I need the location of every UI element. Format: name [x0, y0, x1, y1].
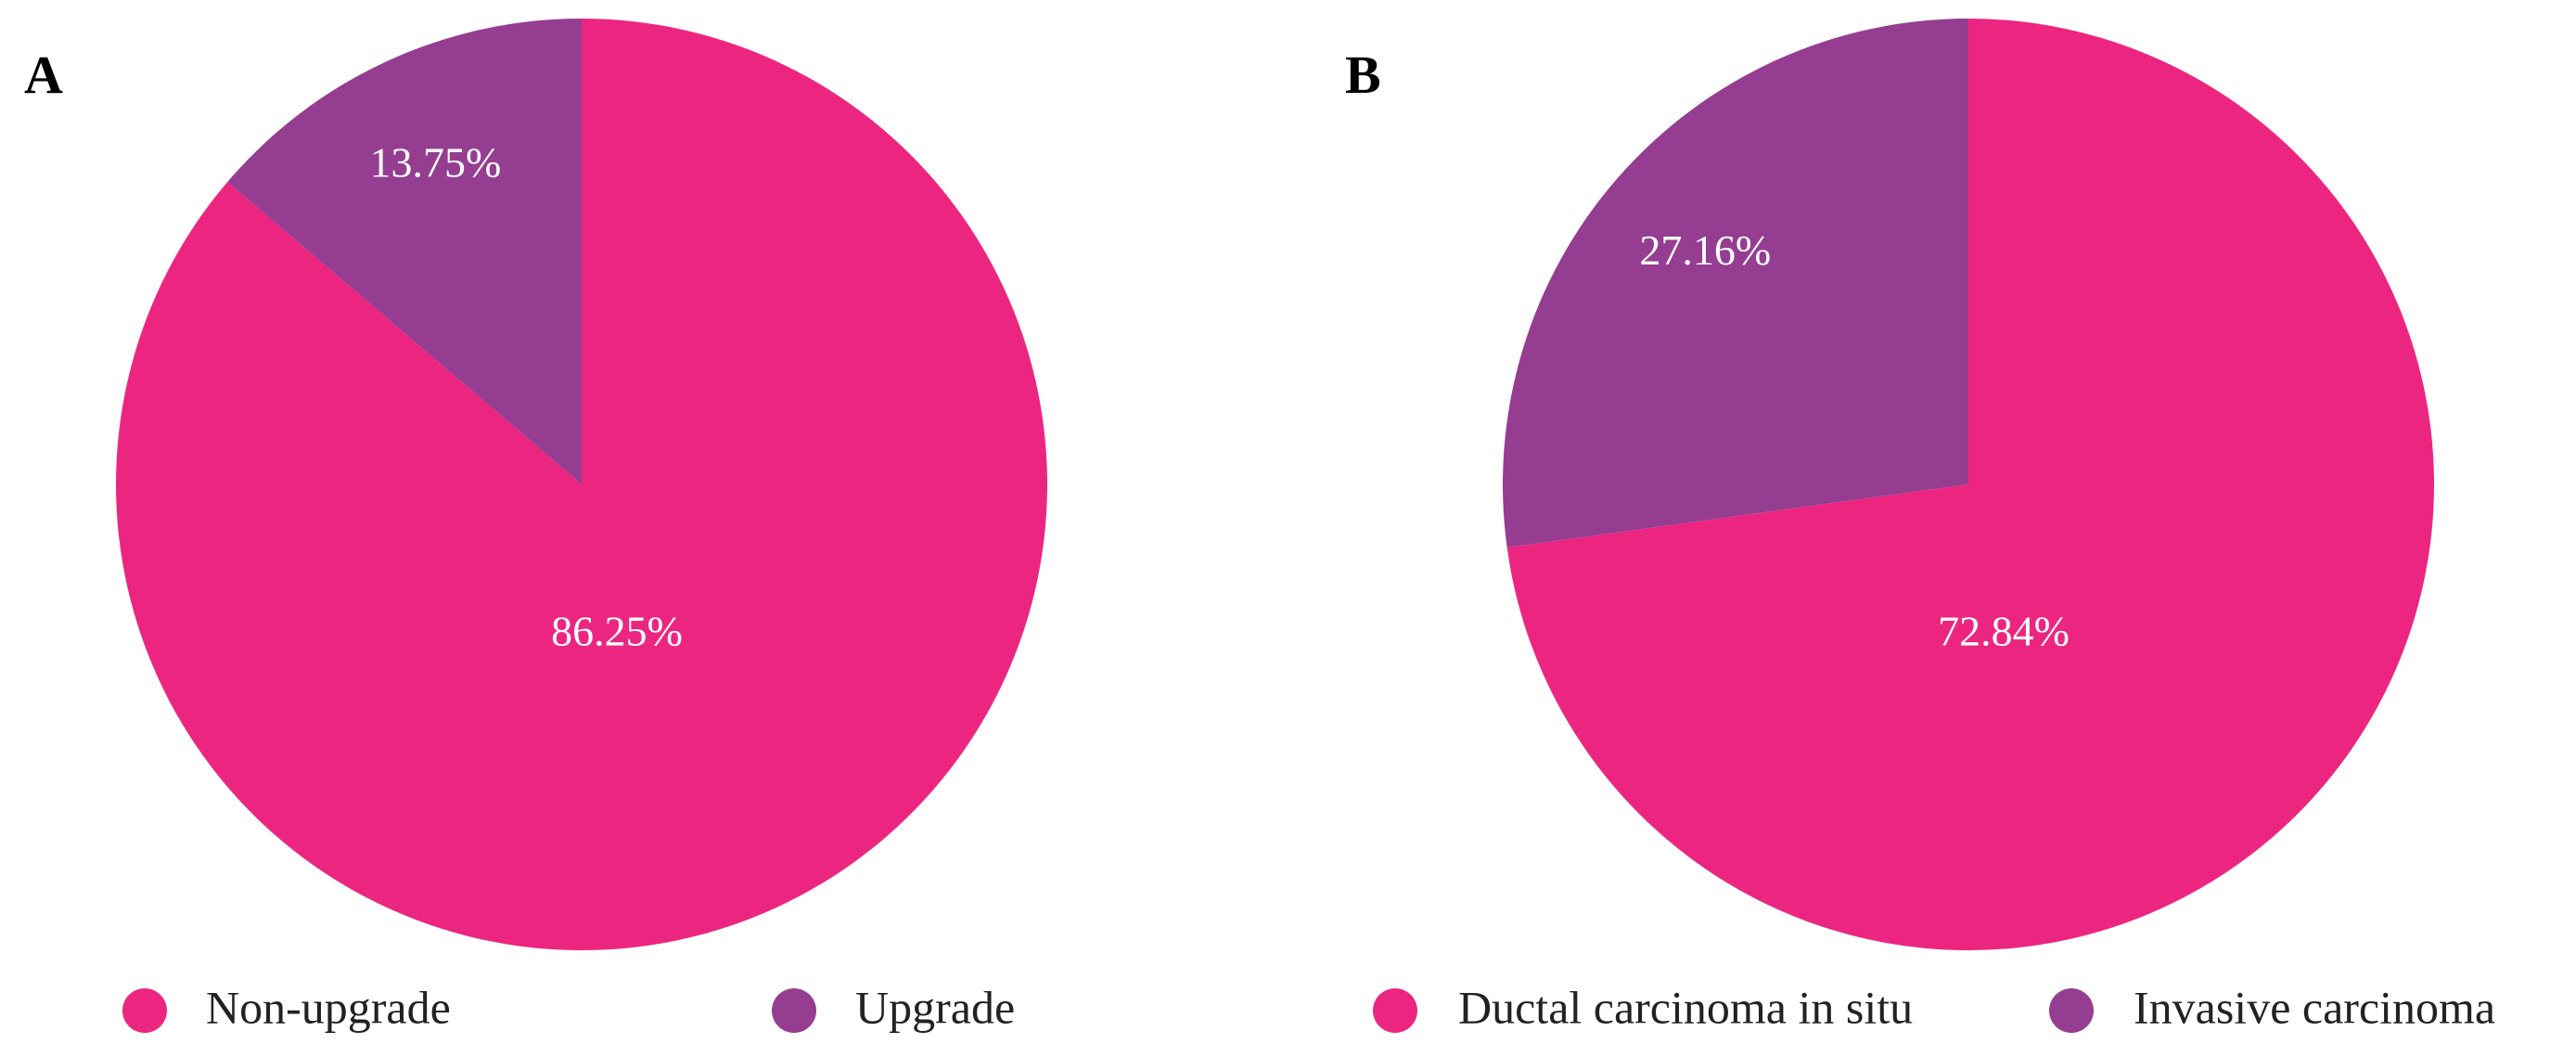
legend-a-marker-0 — [122, 988, 167, 1033]
pie-b-data-label-1: 27.16% — [1639, 226, 1771, 274]
legend-b-label-0: Ductal carcinoma in situ — [1458, 981, 1913, 1033]
legend-a-label-0: Non-upgrade — [206, 981, 451, 1033]
pie-b-slice-ductal-carcinoma-in-situ — [1506, 19, 2434, 951]
pie-a-data-label-0: 86.25% — [551, 608, 683, 655]
pie-a-slice-non-upgrade — [115, 19, 1048, 951]
pie-a-data-label-1: 13.75% — [369, 139, 501, 187]
legend-a-label-1: Upgrade — [855, 981, 1015, 1033]
panel-b-letter: B — [1345, 45, 1381, 105]
pie-a-slice-upgrade — [227, 19, 583, 484]
pie-b-slice-invasive-carcinoma — [1503, 19, 1968, 548]
panel-a-letter: A — [24, 45, 63, 105]
legend-b-label-1: Invasive carcinoma — [2134, 981, 2495, 1033]
legend-a-marker-1 — [772, 988, 816, 1033]
legend-b-marker-1 — [2049, 988, 2094, 1033]
legend-b-marker-0 — [1373, 988, 1417, 1033]
pie-b-data-label-0: 72.84% — [1938, 608, 2070, 655]
